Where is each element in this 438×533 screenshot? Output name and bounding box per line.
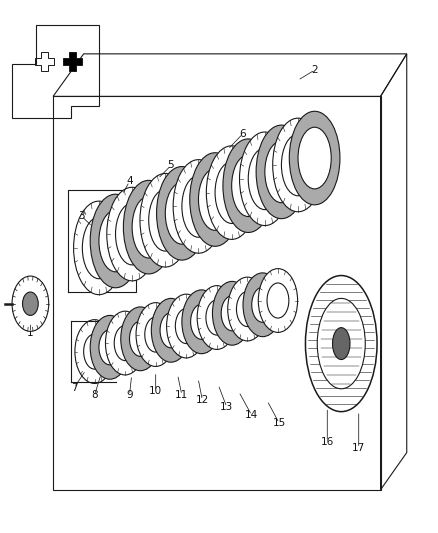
Ellipse shape [248, 148, 282, 209]
Ellipse shape [243, 273, 283, 337]
Ellipse shape [267, 283, 289, 318]
Ellipse shape [121, 307, 160, 370]
Text: 12: 12 [196, 395, 209, 406]
Ellipse shape [197, 286, 237, 350]
Text: 13: 13 [220, 402, 233, 413]
Ellipse shape [99, 210, 132, 272]
Ellipse shape [221, 296, 243, 331]
Ellipse shape [82, 217, 116, 279]
Text: 16: 16 [321, 437, 334, 447]
Ellipse shape [212, 281, 252, 345]
Ellipse shape [298, 127, 331, 189]
Ellipse shape [198, 168, 232, 230]
Text: 7: 7 [71, 383, 78, 393]
Ellipse shape [124, 180, 174, 274]
Text: 9: 9 [126, 390, 133, 400]
Ellipse shape [191, 304, 212, 340]
Ellipse shape [182, 175, 215, 237]
Ellipse shape [289, 111, 340, 205]
Ellipse shape [173, 160, 224, 253]
Ellipse shape [317, 298, 365, 389]
Ellipse shape [273, 118, 323, 212]
Ellipse shape [265, 141, 298, 203]
Ellipse shape [116, 203, 149, 265]
Polygon shape [63, 52, 82, 71]
Ellipse shape [145, 317, 166, 352]
Text: 6: 6 [240, 128, 246, 139]
Ellipse shape [175, 309, 197, 344]
Ellipse shape [136, 303, 175, 367]
Ellipse shape [232, 155, 265, 216]
Ellipse shape [107, 187, 157, 281]
Text: 2: 2 [312, 65, 318, 75]
Ellipse shape [114, 326, 136, 361]
Text: 3: 3 [78, 211, 85, 221]
Ellipse shape [160, 313, 182, 348]
Ellipse shape [206, 146, 257, 239]
Text: 8: 8 [91, 390, 98, 400]
Text: 14: 14 [245, 410, 258, 421]
Ellipse shape [166, 294, 206, 358]
Text: 17: 17 [352, 443, 365, 453]
Ellipse shape [305, 276, 377, 411]
Text: 10: 10 [149, 386, 162, 397]
Ellipse shape [165, 182, 198, 244]
Ellipse shape [132, 196, 165, 258]
Ellipse shape [223, 139, 274, 232]
Text: 4: 4 [126, 176, 133, 187]
Ellipse shape [282, 134, 314, 196]
Ellipse shape [74, 201, 124, 295]
Ellipse shape [190, 153, 240, 246]
Text: 15: 15 [272, 418, 286, 429]
Ellipse shape [156, 166, 207, 260]
Ellipse shape [106, 311, 145, 375]
Ellipse shape [228, 277, 267, 341]
Ellipse shape [90, 194, 141, 288]
Ellipse shape [252, 287, 274, 322]
Ellipse shape [151, 298, 191, 362]
Ellipse shape [22, 292, 38, 316]
Ellipse shape [12, 276, 49, 332]
Text: 11: 11 [175, 390, 188, 400]
Text: 1: 1 [27, 328, 34, 338]
Ellipse shape [256, 125, 307, 219]
Ellipse shape [99, 330, 121, 365]
Ellipse shape [140, 173, 191, 267]
Ellipse shape [75, 320, 114, 383]
Text: 5: 5 [168, 160, 174, 171]
Ellipse shape [240, 132, 290, 225]
Ellipse shape [258, 269, 297, 333]
Ellipse shape [149, 189, 182, 251]
Ellipse shape [237, 292, 258, 327]
Ellipse shape [90, 316, 130, 379]
Ellipse shape [182, 290, 221, 354]
Ellipse shape [332, 328, 350, 360]
Ellipse shape [206, 300, 228, 335]
Ellipse shape [84, 334, 106, 369]
Ellipse shape [215, 162, 248, 223]
Ellipse shape [130, 321, 151, 357]
